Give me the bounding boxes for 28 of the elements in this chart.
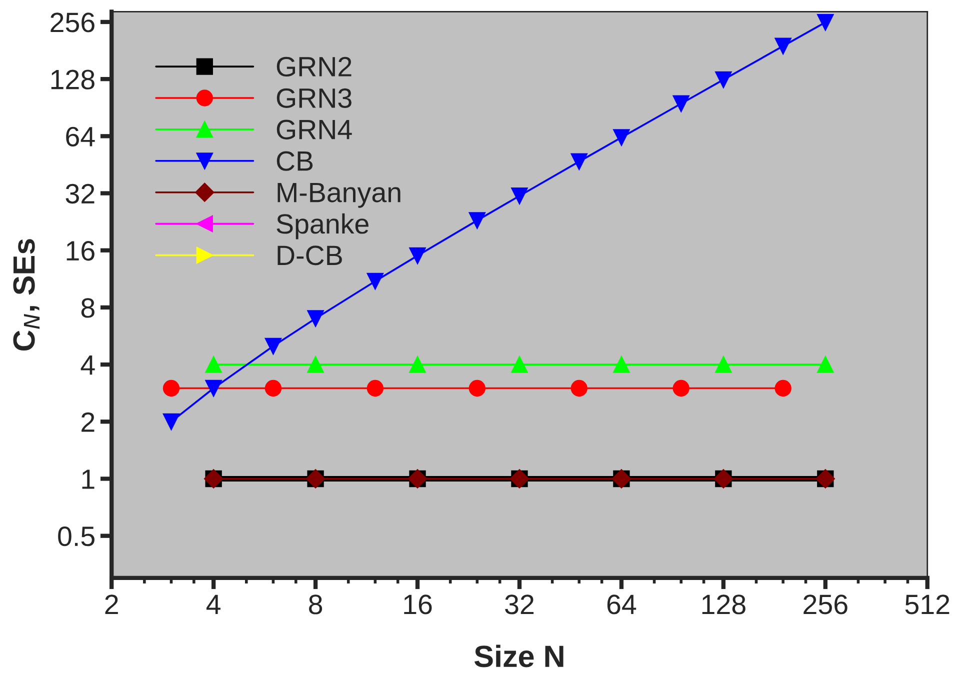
y-tick-label: 8 xyxy=(81,298,94,318)
x-tick-label: 256 xyxy=(804,594,848,614)
x-axis-title: Size N xyxy=(474,644,564,668)
y-axis-title: C$_{N}$, SEs xyxy=(13,239,40,351)
y-tick-label: 1 xyxy=(82,470,94,489)
x-tick-label: 8 xyxy=(309,594,322,614)
legend-label: GRN4 xyxy=(276,120,352,140)
legend-label: Spanke xyxy=(276,213,368,240)
x-tick-label: 128 xyxy=(702,594,746,614)
y-tick-label: 128 xyxy=(51,70,94,90)
y-tick-label: 4 xyxy=(80,356,95,375)
legend-label: CB xyxy=(276,151,313,171)
legend-label: GRN3 xyxy=(276,88,352,108)
y-tick-label: 256 xyxy=(50,12,94,32)
x-tick-label: 16 xyxy=(404,594,432,614)
x-tick-label: 64 xyxy=(607,594,636,614)
legend-label: GRN2 xyxy=(276,56,352,77)
x-tick-label: 4 xyxy=(206,594,220,614)
x-tick-label: 512 xyxy=(905,594,950,614)
y-tick-label: 16 xyxy=(66,241,94,261)
y-tick-label: 64 xyxy=(66,126,95,146)
x-tick-label: 2 xyxy=(105,594,118,614)
y-tick-label: 0.5 xyxy=(58,526,94,546)
legend-label: D-CB xyxy=(278,246,342,266)
y-tick-label: 2 xyxy=(82,412,94,432)
y-tick-label: 32 xyxy=(66,184,94,204)
x-tick-label: 32 xyxy=(505,594,534,614)
legend-label: M-Banyan xyxy=(278,182,400,208)
